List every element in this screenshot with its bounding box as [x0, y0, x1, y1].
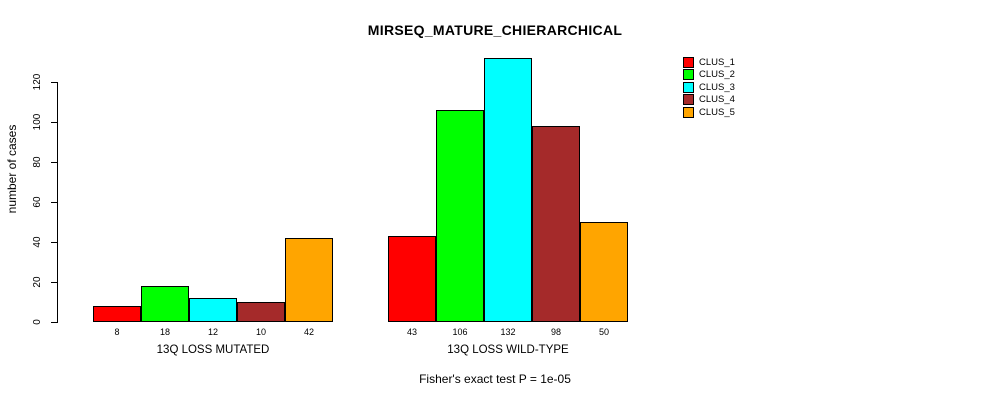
y-axis-line — [57, 82, 58, 323]
legend-label: CLUS_3 — [699, 81, 735, 93]
y-tick-mark — [51, 122, 57, 123]
bar-value-label: 50 — [598, 327, 609, 337]
y-tick-mark — [51, 82, 57, 83]
bar-clus_5-group2 — [580, 222, 628, 322]
legend-swatch-icon — [683, 81, 694, 93]
legend-swatch-icon — [683, 106, 694, 118]
legend-label: CLUS_5 — [699, 106, 735, 118]
bar-value-label: 98 — [550, 327, 561, 337]
bar-clus_2-group2 — [436, 110, 484, 322]
legend-entry-clus_3: CLUS_3 — [683, 81, 735, 94]
bar-clus_2-group1 — [141, 286, 189, 322]
bar-clus_1-group1 — [93, 306, 141, 322]
y-tick-label: 40 — [32, 236, 43, 248]
bar-clus_4-group2 — [532, 126, 580, 322]
legend-label: CLUS_2 — [699, 69, 735, 81]
legend-swatch-icon — [683, 69, 694, 81]
bar-value-label: 42 — [303, 327, 314, 337]
bar-value-label: 43 — [406, 327, 417, 337]
legend-label: CLUS_1 — [699, 56, 735, 68]
legend-swatch-icon — [683, 94, 694, 106]
y-tick-label: 80 — [32, 156, 43, 168]
bar-clus_4-group1 — [237, 302, 285, 322]
bar-clus_3-group2 — [484, 58, 532, 322]
legend-entry-clus_1: CLUS_1 — [683, 56, 735, 69]
legend-swatch-icon — [683, 56, 694, 68]
bar-value-label: 10 — [255, 327, 266, 337]
chart-title: MIRSEQ_MATURE_CHIERARCHICAL — [367, 22, 623, 38]
bar-value-label: 106 — [452, 327, 468, 337]
x-axis-category-label: 13Q LOSS WILD-TYPE — [447, 344, 569, 356]
legend: CLUS_1 CLUS_2 CLUS_3 CLUS_4 CLUS_5 — [683, 56, 735, 119]
bar-value-label: 18 — [159, 327, 170, 337]
y-tick-mark — [51, 322, 57, 323]
legend-label: CLUS_4 — [699, 94, 735, 106]
bar-value-label: 132 — [500, 327, 516, 337]
y-tick-label: 100 — [32, 113, 43, 131]
bar-value-label: 8 — [114, 327, 120, 337]
bar-clus_3-group1 — [189, 298, 237, 322]
bar-clus_5-group1 — [285, 238, 333, 322]
y-tick-label: 120 — [32, 73, 43, 91]
legend-entry-clus_2: CLUS_2 — [683, 69, 735, 82]
chart-subtitle: Fisher's exact test P = 1e-05 — [419, 372, 571, 386]
y-tick-label: 20 — [32, 276, 43, 288]
bar-value-label: 12 — [207, 327, 218, 337]
y-tick-mark — [51, 202, 57, 203]
y-tick-mark — [51, 282, 57, 283]
y-tick-mark — [51, 162, 57, 163]
legend-entry-clus_5: CLUS_5 — [683, 106, 735, 119]
x-axis-category-label: 13Q LOSS MUTATED — [156, 344, 270, 356]
y-tick-mark — [51, 242, 57, 243]
y-tick-label: 60 — [32, 196, 43, 208]
y-tick-label: 0 — [32, 319, 43, 325]
legend-entry-clus_4: CLUS_4 — [683, 94, 735, 107]
bar-clus_1-group2 — [388, 236, 436, 322]
